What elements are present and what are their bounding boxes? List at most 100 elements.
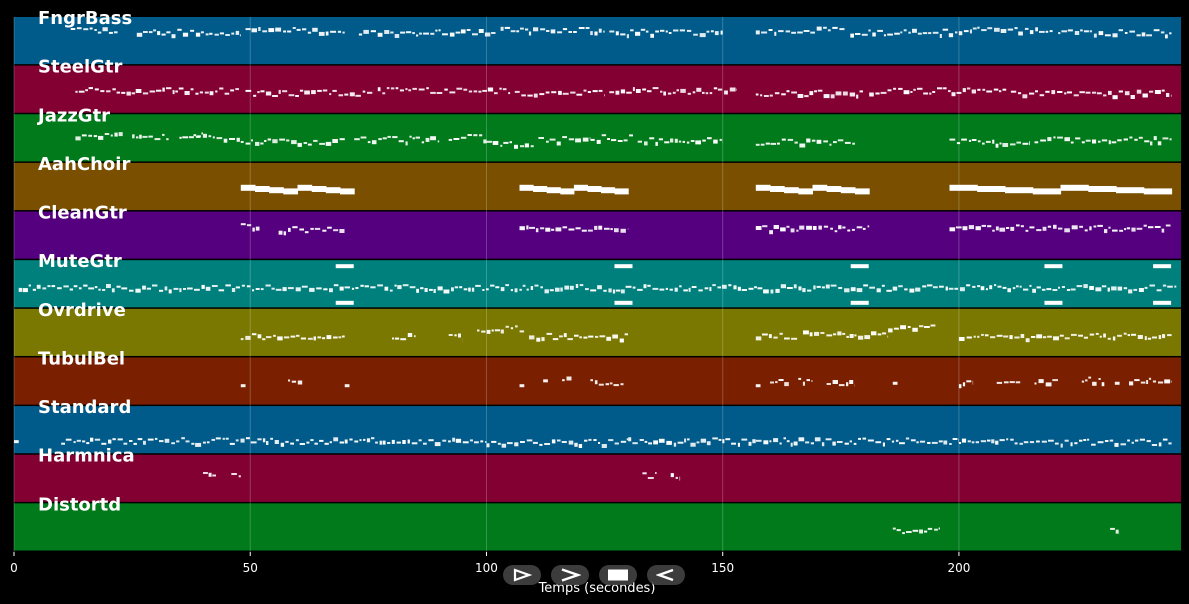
note (797, 94, 804, 98)
note (1091, 443, 1096, 446)
note (201, 284, 205, 289)
note (620, 289, 625, 294)
note (482, 89, 487, 92)
note (844, 442, 849, 445)
note (731, 442, 736, 445)
track-label: TubulBel (38, 348, 125, 369)
note (342, 335, 345, 338)
note (283, 231, 286, 236)
note (777, 142, 780, 145)
note (894, 32, 900, 35)
note (1071, 333, 1077, 336)
note (208, 135, 212, 138)
note (81, 134, 87, 137)
note (193, 134, 197, 137)
note (1083, 439, 1087, 441)
note (859, 90, 863, 93)
chord-note (1060, 184, 1089, 191)
note (1146, 34, 1152, 37)
note (655, 141, 658, 146)
note (763, 95, 769, 97)
note (966, 380, 972, 383)
note (693, 33, 698, 36)
note (146, 287, 151, 290)
note (296, 28, 301, 31)
note (456, 87, 463, 90)
note (397, 285, 402, 290)
note (626, 438, 629, 441)
note (786, 90, 790, 93)
note (519, 330, 525, 333)
note (927, 527, 933, 530)
note (1074, 442, 1078, 445)
note (1162, 284, 1167, 287)
note (262, 30, 268, 33)
note (791, 91, 797, 94)
note (477, 329, 480, 332)
note (486, 443, 490, 448)
note (1112, 336, 1116, 341)
note (399, 89, 404, 92)
note (980, 440, 987, 443)
note (251, 139, 253, 142)
note (306, 441, 310, 444)
note (324, 442, 329, 445)
note (466, 29, 471, 31)
note (1045, 90, 1050, 93)
note (806, 379, 810, 382)
note (1010, 90, 1017, 93)
note (490, 284, 495, 287)
note (448, 440, 451, 443)
note (325, 141, 332, 146)
note (433, 289, 436, 293)
note (275, 288, 282, 291)
play-outline-button[interactable] (503, 565, 541, 585)
note (783, 437, 786, 440)
note (395, 87, 399, 90)
note (377, 87, 381, 92)
note (344, 439, 348, 444)
note (32, 288, 36, 291)
note (741, 289, 747, 291)
note (400, 31, 406, 34)
note (888, 328, 893, 333)
stop-button[interactable] (599, 565, 637, 585)
note (982, 142, 985, 145)
note (977, 335, 980, 338)
note (1134, 439, 1139, 442)
note (1108, 140, 1111, 145)
note (862, 437, 867, 440)
note (471, 287, 475, 292)
note (514, 288, 518, 293)
note (588, 438, 592, 441)
note (830, 284, 837, 287)
note (275, 27, 282, 32)
note (971, 441, 975, 444)
note (245, 437, 250, 440)
rewind-button[interactable] (647, 565, 685, 585)
accent-note (335, 300, 354, 305)
note (1058, 227, 1063, 230)
note (1120, 443, 1126, 446)
note (916, 441, 919, 444)
note (1165, 224, 1171, 227)
note (1144, 286, 1148, 289)
forward-button[interactable] (551, 565, 589, 585)
note (972, 285, 976, 288)
note (1042, 226, 1047, 231)
note (635, 31, 641, 36)
note (149, 90, 156, 93)
note (1010, 143, 1016, 146)
note (255, 226, 260, 231)
note (1070, 442, 1073, 447)
note (495, 286, 500, 289)
note (961, 138, 967, 141)
note (1174, 285, 1177, 288)
note (858, 335, 864, 340)
note (1162, 438, 1168, 441)
note (478, 90, 482, 93)
note (235, 286, 240, 289)
note (810, 31, 815, 34)
note (816, 26, 822, 31)
note (1104, 229, 1108, 234)
